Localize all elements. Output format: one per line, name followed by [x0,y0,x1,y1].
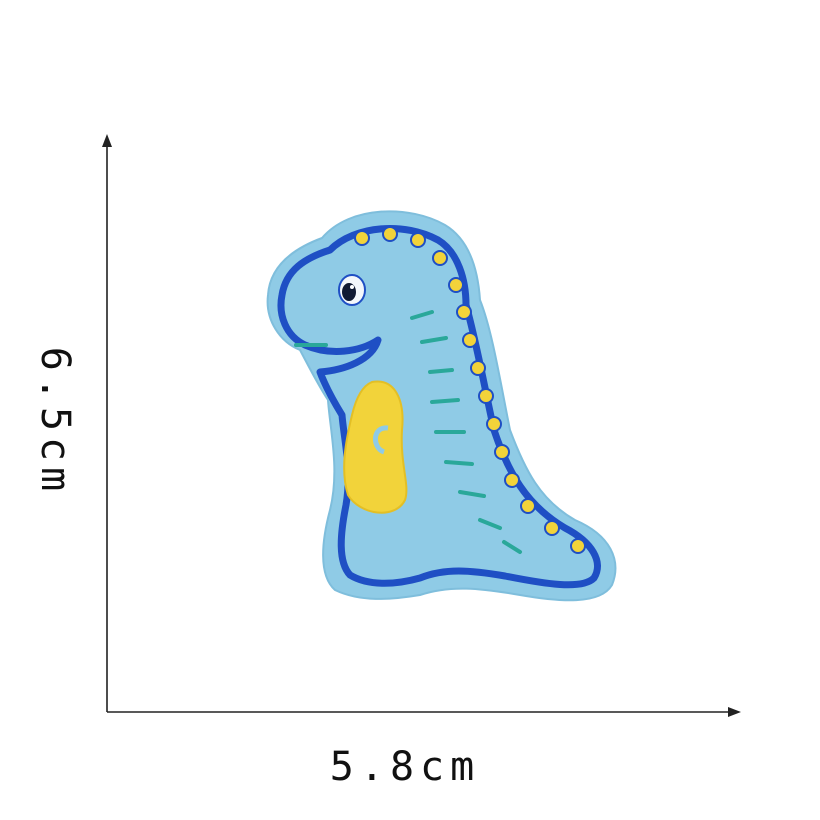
felt-backing [268,211,616,600]
width-dimension-label: 5.8cm [330,747,480,787]
horizontal-axis-arrow-icon [728,707,741,717]
height-dimension-label: 6.5cm [35,347,75,497]
dinosaur-patch [268,211,616,600]
vertical-axis-arrow-icon [102,134,112,147]
eye-icon [342,283,356,301]
eye-highlight [350,285,354,289]
